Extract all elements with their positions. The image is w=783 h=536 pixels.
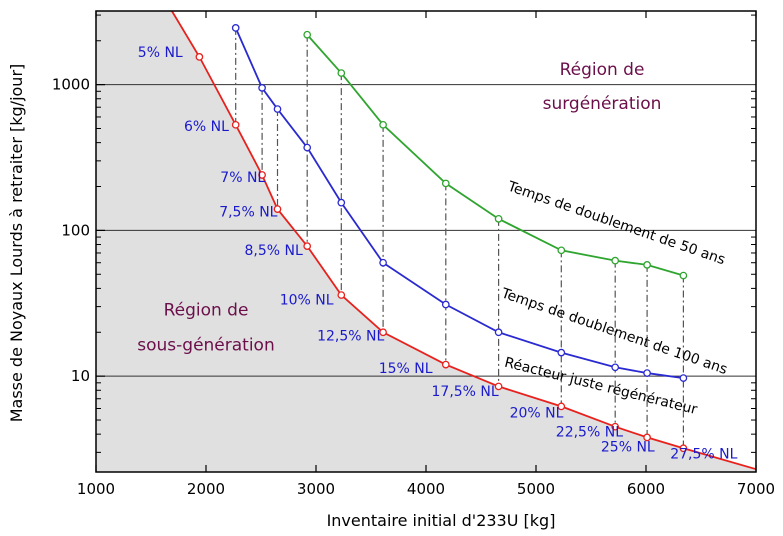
nl-percent-label: 10% NL [280, 293, 334, 309]
connector-lines [235, 27, 685, 449]
nl-percent-label: 12,5% NL [317, 329, 384, 345]
y-axis-title: Masse de Noyaux Lourds à retraiter [kg/j… [7, 64, 26, 423]
data-point-blue [258, 84, 266, 92]
data-point-red [195, 53, 204, 61]
sous-generation-shaded-region [96, 11, 756, 472]
x-tick-label: 2000 [187, 480, 225, 498]
nl-percent-label: 17,5% NL [432, 384, 499, 400]
data-point-red [273, 205, 282, 213]
data-point-blue [643, 369, 651, 377]
nl-percent-label: 6% NL [184, 119, 229, 135]
data-point-green [611, 256, 620, 265]
nl-percent-label: 25% NL [601, 439, 655, 455]
series-line-blue [234, 27, 684, 379]
data-point-red [258, 171, 266, 179]
data-point-red [557, 402, 566, 411]
axis-ticks: 1000 2000 3000 4000 5000 6000 7000 10 100 1000 [52, 11, 775, 498]
data-point-red [494, 382, 503, 391]
nl-percent-label: 22,5% NL [556, 425, 623, 441]
x-tick-label: 4000 [407, 480, 445, 498]
data-point-green [441, 179, 450, 188]
nl-percent-label: 7,5% NL [219, 204, 277, 220]
x-tick-label: 7000 [737, 480, 775, 498]
data-point-blue [441, 300, 450, 309]
data-point-red [643, 433, 651, 442]
x-tick-label: 6000 [627, 480, 665, 498]
nl-percent-label: 7% NL [220, 170, 265, 186]
data-point-red [337, 291, 346, 299]
y-tick-label: 10 [71, 367, 90, 385]
region-label: sous-génération [137, 335, 274, 355]
region-label: Région de [560, 60, 645, 80]
data-point-green [643, 261, 651, 269]
data-point-red [303, 242, 312, 250]
nl-percent-label: 27,5% NL [670, 447, 737, 463]
data-point-red [611, 422, 620, 431]
data-point-blue [679, 374, 688, 382]
data-point-blue [494, 328, 503, 337]
data-point-blue [379, 258, 387, 267]
x-tick-label: 5000 [517, 480, 555, 498]
nl-percent-label: 20% NL [510, 406, 564, 422]
y-tick-label: 1000 [52, 76, 90, 94]
data-point-blue [611, 363, 620, 372]
data-point-blue [231, 24, 240, 32]
x-tick-label: 3000 [297, 480, 335, 498]
x-axis-title: Inventaire initial d'233U [kg] [327, 511, 556, 530]
y-tick-label: 100 [61, 221, 90, 239]
data-point-green [337, 69, 346, 77]
region-label: Région de [164, 301, 249, 321]
data-point-red [379, 328, 387, 337]
data-point-green [679, 271, 688, 280]
data-point-green [494, 214, 503, 223]
data-point-red [441, 360, 450, 369]
data-point-red [679, 444, 688, 453]
nl-percent-label: 5% NL [138, 45, 183, 61]
series-markers [195, 24, 688, 453]
data-point-red [231, 120, 240, 129]
data-point-blue [557, 348, 566, 357]
data-point-blue [337, 198, 346, 207]
data-point-green [379, 120, 387, 129]
data-point-blue [273, 105, 282, 113]
nl-percent-label: 15% NL [379, 361, 433, 377]
data-point-green [303, 30, 312, 39]
data-point-blue [303, 143, 312, 152]
region-label: surgénération [543, 94, 662, 114]
x-tick-label: 1000 [77, 480, 115, 498]
nl-percent-label: 8,5% NL [245, 243, 303, 259]
data-point-green [557, 246, 566, 255]
